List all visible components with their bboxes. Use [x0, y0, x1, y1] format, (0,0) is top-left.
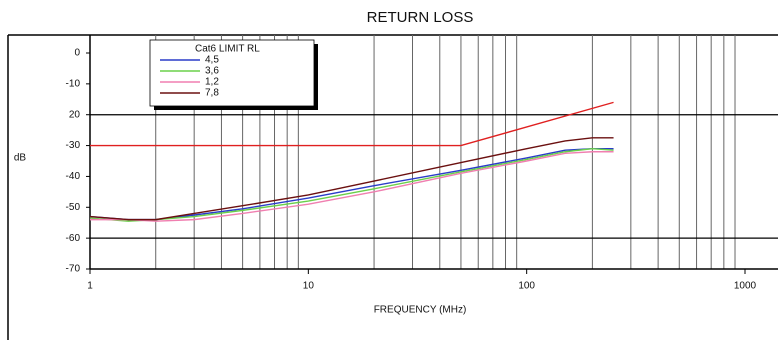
x-tick-label: 1000	[734, 281, 757, 292]
series-line	[90, 101, 614, 147]
legend-label: Cat6 LIMIT RL	[195, 44, 260, 55]
y-tick-label: -60	[66, 233, 81, 244]
y-tick-label: -40	[66, 171, 81, 182]
x-axis-label: FREQUENCY (MHz)	[374, 305, 467, 316]
chart-title: RETURN LOSS	[367, 9, 474, 26]
y-tick-label: -30	[66, 140, 81, 151]
series-line	[89, 137, 614, 221]
x-tick-label: 100	[518, 281, 535, 292]
y-tick-label: -70	[66, 264, 81, 275]
y-tick-label: 0	[74, 48, 80, 59]
y-axis-label: dB	[14, 153, 27, 164]
y-tick-label: 20	[69, 109, 81, 120]
y-tick-label: -10	[66, 78, 81, 89]
x-tick-label: 1	[87, 281, 93, 292]
legend-label: 3,6	[205, 66, 219, 77]
legend-label: 1,2	[205, 77, 219, 88]
legend-label: 7,8	[205, 88, 219, 99]
legend-box	[149, 39, 315, 107]
x-tick-label: 10	[303, 281, 315, 292]
legend-label: 4,5	[205, 55, 219, 66]
series-line	[90, 151, 614, 222]
y-tick-label: -50	[66, 202, 81, 213]
